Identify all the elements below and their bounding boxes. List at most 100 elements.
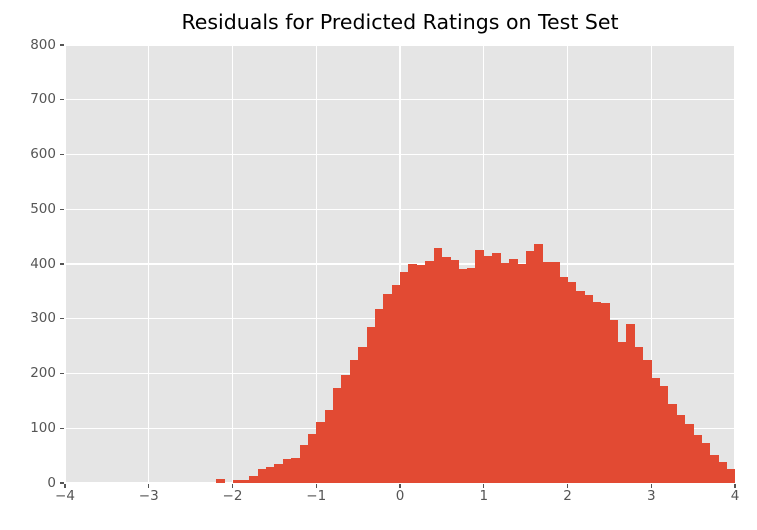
histogram-bar <box>693 434 702 483</box>
histogram-bar <box>651 377 661 483</box>
histogram-bar <box>642 359 652 483</box>
histogram-bar <box>282 458 292 483</box>
histogram-bar <box>433 247 443 483</box>
histogram-bar <box>458 269 468 483</box>
vertical-gridline <box>315 45 317 483</box>
histogram-bar <box>450 259 460 483</box>
histogram-bar <box>358 347 367 483</box>
y-tick-mark <box>60 99 64 101</box>
histogram-bar <box>517 264 527 483</box>
histogram-bar <box>659 385 669 483</box>
y-tick-label: 800 <box>30 36 56 53</box>
histogram-bar <box>215 479 225 483</box>
vertical-gridline <box>148 45 150 483</box>
histogram-bar <box>500 262 510 483</box>
histogram-bar <box>550 261 560 483</box>
y-tick-label: 300 <box>30 310 56 327</box>
histogram-bar <box>483 256 493 483</box>
histogram-bar <box>534 244 543 483</box>
x-tick-mark <box>566 484 569 488</box>
histogram-bar <box>684 424 694 483</box>
histogram-bar <box>525 250 535 483</box>
histogram-bar <box>391 284 401 483</box>
histogram-bar <box>626 324 635 483</box>
x-tick-mark <box>64 484 66 488</box>
histogram-bar <box>726 469 735 483</box>
x-tick-label: −4 <box>55 488 75 504</box>
vertical-gridline <box>734 45 735 483</box>
y-tick-mark <box>60 318 64 320</box>
histogram-bar <box>408 264 418 483</box>
x-tick-label: 3 <box>646 488 656 504</box>
histogram-bar <box>266 467 275 483</box>
y-tick-mark <box>60 482 64 484</box>
histogram-bar <box>609 319 619 483</box>
vertical-gridline <box>650 45 652 483</box>
histogram-bar <box>467 267 476 483</box>
y-tick-label: 200 <box>30 365 56 381</box>
histogram-bar <box>492 253 501 483</box>
histogram-bar <box>676 414 686 483</box>
x-tick-mark <box>315 484 317 488</box>
y-tick-mark <box>60 263 64 265</box>
plot-area <box>65 45 735 483</box>
histogram-bar <box>559 276 568 483</box>
histogram-bar <box>416 265 426 483</box>
vertical-gridline <box>65 45 66 483</box>
x-tick-label: −2 <box>222 488 243 504</box>
x-tick-mark <box>483 484 485 488</box>
y-tick-label: 500 <box>30 200 56 217</box>
y-tick-mark <box>60 427 64 429</box>
histogram-bar <box>592 302 602 483</box>
histogram-bar <box>508 259 518 483</box>
chart-title: Residuals for Predicted Ratings on Test … <box>181 10 619 34</box>
x-tick-mark <box>650 484 652 488</box>
y-tick-label: 100 <box>30 419 56 436</box>
histogram-bar <box>575 291 585 483</box>
histogram-bar <box>701 443 711 483</box>
histogram-bar <box>425 261 434 483</box>
histogram-bar <box>324 409 334 483</box>
histogram-bar <box>316 422 326 483</box>
histogram-bar <box>475 249 485 483</box>
histogram-bar <box>366 326 376 483</box>
histogram-bar <box>542 261 552 483</box>
histogram-bar <box>257 469 267 483</box>
y-tick-mark <box>60 208 64 210</box>
histogram-bar <box>584 294 594 483</box>
histogram-bar <box>307 433 317 483</box>
histogram-bar <box>400 271 409 483</box>
y-tick-mark <box>60 372 64 375</box>
x-tick-mark <box>734 484 736 488</box>
x-tick-mark <box>231 484 234 488</box>
histogram-bar <box>634 347 644 483</box>
vertical-gridline <box>399 45 401 483</box>
histogram-bar <box>709 454 719 483</box>
histogram-bar <box>240 479 250 483</box>
x-tick-label: −3 <box>138 488 159 504</box>
y-tick-mark <box>60 44 64 46</box>
histogram-bar <box>374 308 384 483</box>
vertical-gridline <box>231 45 234 483</box>
histogram-bar <box>718 462 728 483</box>
y-tick-label: 400 <box>30 255 56 272</box>
x-tick-mark <box>399 484 401 488</box>
histogram-bar <box>617 341 627 483</box>
histogram-bar <box>249 475 259 483</box>
histogram-bar <box>299 445 309 483</box>
histogram-bar <box>274 464 284 483</box>
histogram-bar <box>601 303 610 483</box>
histogram-bar <box>668 404 677 483</box>
histogram-bar <box>349 359 359 483</box>
histogram-bar <box>383 294 393 483</box>
vertical-gridline <box>566 45 569 483</box>
histogram-bar <box>232 480 242 483</box>
y-tick-label: 0 <box>47 474 56 491</box>
x-tick-label: 0 <box>395 488 405 504</box>
x-tick-mark <box>148 484 150 488</box>
y-tick-mark <box>60 153 64 156</box>
y-tick-label: 700 <box>30 91 56 108</box>
y-tick-label: 600 <box>30 146 56 162</box>
histogram-bar <box>341 374 351 483</box>
